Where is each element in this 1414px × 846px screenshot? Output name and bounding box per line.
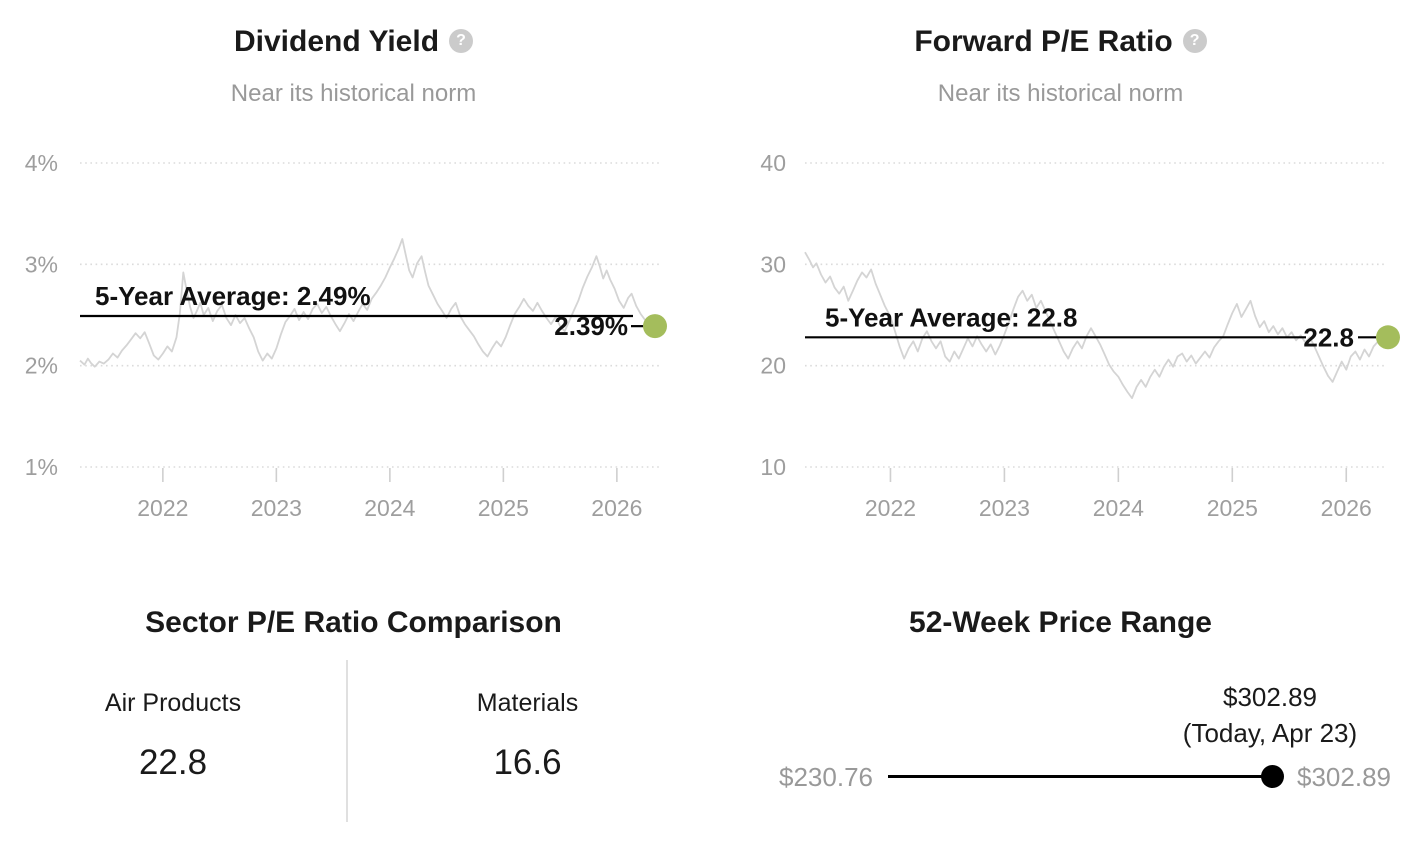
dividend-yield-panel: 4% 3% 2% 1% 2022 2023 2024 2025 2026 5-Year Avera… [0,0,707,560]
dividend-yield-subtitle: Near its historical norm [230,80,477,107]
y-axis-label: 3% [25,251,58,277]
current-date-label: (Today, Apr 23) [1182,718,1358,748]
sector-comparison-panel: Sector P/E Ratio Comparison Air Products… [0,560,707,846]
help-icon[interactable]: ? [449,29,474,54]
sector-label: Air Products [104,689,242,717]
y-axis-label: 30 [760,251,786,277]
sector-comparison-columns: Air Products 22.8 Materials 16.6 [0,660,707,826]
current-price-dot [1261,765,1284,788]
x-axis-label: 2023 [251,495,302,521]
series-line [804,251,1384,400]
forward-pe-chart: 40 30 20 10 2022 2023 2024 2025 2026 5-Year Avera… [760,150,1400,521]
dividend-yield-chart: 4% 3% 2% 1% 2022 2023 2024 2025 2026 5-Year Avera… [25,150,667,521]
x-axis-label: 2025 [1207,495,1258,521]
y-axis-label: 20 [760,353,786,379]
price-range-title: 52-Week Price Range [909,606,1212,639]
x-axis-label: 2024 [1093,495,1144,521]
x-axis-label: 2022 [137,495,188,521]
current-value-dot [643,314,667,339]
current-value-label: 2.39% [554,311,628,341]
current-value-dot [1376,325,1400,350]
y-axis-label: 40 [760,150,786,176]
sector-comparison-title: Sector P/E Ratio Comparison [145,606,562,639]
y-axis-label: 4% [25,150,58,176]
y-axis-label: 1% [25,454,58,480]
vertical-divider [346,660,348,822]
y-axis-label: 2% [25,353,58,379]
series-line [79,238,655,368]
y-axis-label: 10 [760,454,786,480]
current-price-label: $302.89 [1223,682,1317,712]
forward-pe-title: Forward P/E Ratio? [707,24,1414,60]
question-mark-glyph: ? [456,32,466,50]
average-label: 5-Year Average: 2.49% [95,281,371,311]
forward-pe-panel: 40 30 20 10 2022 2023 2024 2025 2026 5-Year Avera… [707,0,1414,560]
sector-value: 22.8 [138,743,208,782]
dividend-yield-title-text: Dividend Yield [233,25,440,58]
sector-value: 16.6 [493,743,562,782]
sector-column-air-products: Air Products 22.8 [0,660,346,822]
forward-pe-subtitle: Near its historical norm [937,80,1184,107]
price-range-panel: 52-Week Price Range $302.89 (Today, Apr … [707,560,1414,846]
sector-label: Materials [476,689,579,717]
x-axis-label: 2022 [865,495,916,521]
question-mark-glyph: ? [1189,32,1200,50]
range-track [888,775,1273,778]
forward-pe-title-text: Forward P/E Ratio [914,25,1173,58]
range-low-label: $230.76 [779,762,873,792]
x-axis-label: 2024 [364,495,415,521]
x-axis-label: 2025 [478,495,529,521]
dividend-yield-title: Dividend Yield? [0,24,707,60]
current-value-label: 22.8 [1303,322,1354,352]
sector-column-materials: Materials 16.6 [348,660,707,822]
range-high-label: $302.89 [1297,762,1391,792]
x-axis-label: 2026 [1321,495,1372,521]
x-axis-label: 2023 [979,495,1030,521]
x-axis-label: 2026 [591,495,642,521]
average-label: 5-Year Average: 22.8 [825,302,1077,332]
help-icon[interactable]: ? [1182,29,1207,54]
